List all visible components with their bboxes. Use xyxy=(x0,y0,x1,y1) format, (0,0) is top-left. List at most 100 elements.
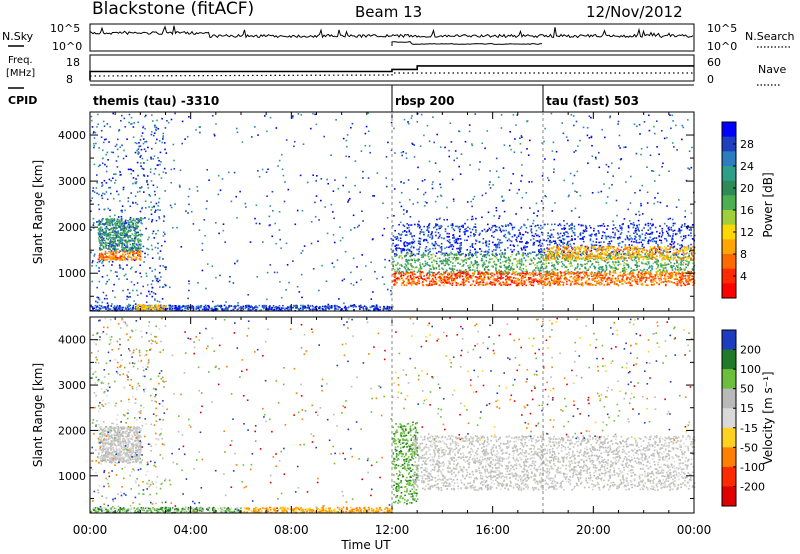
power-mid-band-dot xyxy=(642,270,644,272)
power-mid-band-dot xyxy=(612,270,615,272)
power-upper-band-dot xyxy=(417,240,420,242)
power-noise-dot xyxy=(333,266,335,268)
power-ground-dot xyxy=(302,307,304,309)
power-echo-dot xyxy=(119,259,121,261)
power-upper-band-dot xyxy=(643,227,645,229)
power-ground-dot xyxy=(107,305,109,307)
power-mid-band-dot xyxy=(536,262,538,265)
power-scatter-dot xyxy=(116,143,118,146)
power-noise-dot xyxy=(348,155,350,158)
power-echo-dot xyxy=(126,246,128,249)
power-ground-dot xyxy=(377,309,380,311)
power-mid-band-dot xyxy=(491,258,494,260)
power-mid-band-dot xyxy=(403,255,406,257)
power-noise-dot xyxy=(359,191,361,194)
power-scatter-dot xyxy=(142,125,145,128)
power-mid-band-dot xyxy=(519,260,521,262)
power-mid-band-dot xyxy=(617,264,619,266)
power-scatter-dot xyxy=(111,303,113,305)
power-upper-band-dot xyxy=(662,232,664,234)
power-upper-band-dot xyxy=(460,247,463,249)
power-lower-band-dot xyxy=(631,277,633,280)
power-echo-dot xyxy=(106,218,109,220)
power-echo-dot xyxy=(127,223,130,226)
power-ground-dot xyxy=(113,308,116,311)
power-mid-band-dot xyxy=(443,264,446,267)
power-mid-band-dot xyxy=(609,255,612,257)
power-upper-band-dot xyxy=(666,251,669,253)
power-mid-band-dot xyxy=(671,266,673,269)
power-ground-warm-dot xyxy=(164,306,167,308)
power-upper-band-dot xyxy=(523,246,525,249)
power-ground-dot xyxy=(300,304,302,307)
power-scatter-dot xyxy=(150,213,153,216)
power-lower-band-dot xyxy=(392,280,394,283)
power-mid-band-dot xyxy=(584,267,586,269)
power-upper-band-dot xyxy=(682,235,685,237)
power-lower-band-dot xyxy=(523,283,526,285)
power-upper-band-dot xyxy=(641,233,644,235)
power-upper-band-dot xyxy=(603,231,606,234)
power-ground-dot xyxy=(358,307,361,309)
power-lower-band-dot xyxy=(501,277,503,279)
power-upper-band-dot xyxy=(607,235,610,238)
power-noise-dot xyxy=(374,270,376,273)
power-ground-dot xyxy=(100,305,103,308)
power-upper-band-dot xyxy=(495,245,497,247)
power-ground-dot xyxy=(211,307,214,310)
power-scatter-dot xyxy=(100,194,103,197)
power-upper-band-dot xyxy=(420,237,422,240)
power-upper-band-dot xyxy=(631,238,634,240)
power-noise-dot xyxy=(281,153,283,156)
power-upper-band-dot xyxy=(547,237,549,240)
power-ground-dot xyxy=(185,307,188,310)
power-ground-dot xyxy=(170,305,173,307)
power-noise-dot xyxy=(244,202,247,205)
power-mid-band-dot xyxy=(574,259,576,261)
power-lower-band-dot xyxy=(552,275,554,278)
power-mid-band-dot xyxy=(687,263,690,265)
power-echo-dot xyxy=(107,245,110,247)
power-echo-dot xyxy=(107,242,109,244)
power-mid-band-dot xyxy=(654,261,657,264)
power-upper-band-dot xyxy=(496,246,499,248)
power-mid-band-dot xyxy=(584,259,586,262)
power-echo-dot xyxy=(124,226,126,229)
power-mid-band-dot xyxy=(396,267,399,270)
power-mid-band-dot xyxy=(645,271,648,273)
power-upper-band-dot xyxy=(584,245,587,248)
power-echo-dot xyxy=(98,221,100,223)
power-scatter-dot xyxy=(93,131,95,133)
power-mid-band-dot xyxy=(557,263,559,265)
power-mid-band-dot xyxy=(663,267,665,269)
power-lower-band-dot xyxy=(682,272,684,275)
power-noise-dot xyxy=(221,178,224,180)
power-mid-band-dot xyxy=(500,254,503,256)
power-upper-band-dot xyxy=(618,250,621,253)
power-echo-dot xyxy=(118,240,120,242)
power-noise-dot xyxy=(258,175,261,178)
power-noise-dot xyxy=(383,283,386,285)
power-lower-band-dot xyxy=(396,282,398,284)
power-upper-band-dot xyxy=(655,251,657,254)
power-lower-band-dot xyxy=(654,277,657,280)
power-upper-band-dot xyxy=(588,234,591,237)
power-noise-dot xyxy=(178,184,181,187)
power-mid-band-dot xyxy=(635,262,638,265)
power-mid-band-dot xyxy=(563,264,565,266)
power-lower-band-dot xyxy=(582,273,585,275)
power-noise-dot xyxy=(306,181,309,184)
power-noise-dot xyxy=(372,195,374,197)
power-mid-band-dot xyxy=(670,261,672,264)
power-noise-dot xyxy=(345,155,347,158)
power-mid-band-dot xyxy=(507,257,510,260)
power-upper-band-dot xyxy=(467,235,470,238)
power-upper-band-dot xyxy=(408,226,410,229)
power-upper-band-dot xyxy=(427,241,429,244)
power-scatter-dot xyxy=(109,215,111,218)
power-mid-band-dot xyxy=(688,262,690,264)
cpid-segments: themis (tau) -3310 rbsp 200 tau (fast) 503 xyxy=(93,85,639,112)
power-upper-band-dot xyxy=(489,229,492,231)
power-upper-band-dot xyxy=(493,244,496,246)
